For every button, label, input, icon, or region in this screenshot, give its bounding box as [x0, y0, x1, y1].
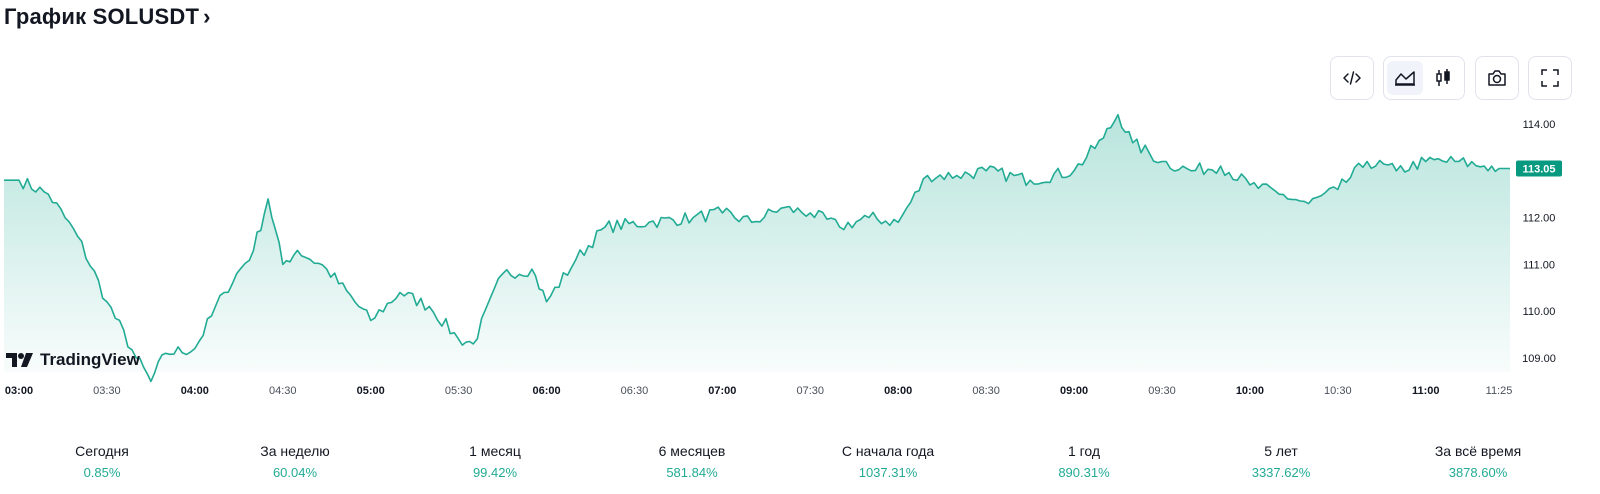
- period-change: 60.04%: [272, 465, 318, 480]
- x-axis-tick-label: 07:00: [708, 385, 736, 397]
- period-performance-bar: Сегодня 0.85% За неделю 60.04% 1 месяц 99.4…: [8, 428, 1600, 494]
- period-label: 6 месяцев: [658, 443, 726, 459]
- period-label: 1 год: [1067, 443, 1101, 459]
- x-axis-tick-label: 05:30: [445, 385, 473, 397]
- period-change: 1037.31%: [858, 465, 918, 480]
- period-6-months[interactable]: 6 месяцев 581.84%: [598, 428, 786, 488]
- tradingview-logo-text: TradingView: [40, 350, 140, 369]
- x-axis-tick-label: 06:00: [532, 385, 560, 397]
- fullscreen-icon: [1541, 69, 1559, 87]
- embed-code-button[interactable]: [1330, 56, 1374, 100]
- period-5-years[interactable]: 5 лет 3337.62%: [1187, 428, 1375, 488]
- y-axis-tick-label: 111.00: [1523, 259, 1555, 271]
- x-axis-tick-label: 11:00: [1412, 385, 1440, 397]
- x-axis-tick-label: 08:00: [884, 385, 912, 397]
- x-axis-tick-label: 10:00: [1236, 385, 1264, 397]
- x-axis-tick-label: 09:30: [1148, 385, 1176, 397]
- period-label: 5 лет: [1264, 443, 1298, 459]
- x-axis-tick-label: 07:30: [797, 385, 825, 397]
- last-price-badge: [1516, 160, 1562, 177]
- period-all-time[interactable]: За всё время 3878.60%: [1384, 428, 1572, 488]
- snapshot-button[interactable]: [1475, 56, 1519, 100]
- period-change: 3337.62%: [1251, 465, 1311, 480]
- last-price-label: 113.05: [1522, 163, 1555, 175]
- chart-type-switch: [1383, 56, 1465, 100]
- x-axis-tick-label: 06:30: [621, 385, 649, 397]
- price-area-fill: [4, 114, 1510, 382]
- period-week[interactable]: За неделю 60.04%: [201, 428, 389, 488]
- chevron-right-icon: ›: [203, 4, 211, 29]
- period-1-month[interactable]: 1 месяц 99.42%: [401, 428, 589, 488]
- period-label: За всё время: [1434, 443, 1522, 459]
- x-axis-tick-label: 09:00: [1060, 385, 1088, 397]
- y-axis-tick-label: 109.00: [1522, 353, 1556, 365]
- period-change: 0.85%: [83, 465, 121, 480]
- x-axis-tick-label: 05:00: [357, 385, 385, 397]
- x-axis-tick-label: 03:30: [93, 385, 121, 397]
- tradingview-logo-icon: [6, 353, 33, 367]
- candlestick-chart-button[interactable]: [1425, 61, 1461, 95]
- period-change: 890.31%: [1058, 465, 1110, 480]
- y-axis-tick-label: 114.00: [1523, 119, 1556, 131]
- chart-title: График SOLUSDT: [4, 4, 200, 29]
- camera-icon: [1488, 70, 1506, 86]
- x-axis-tick-label: 11:25: [1486, 385, 1513, 397]
- fullscreen-button[interactable]: [1528, 56, 1572, 100]
- price-chart[interactable]: 114.00 112.00 111.00 110.00 109.00 03:00 03:3…: [0, 110, 1600, 410]
- period-today[interactable]: Сегодня 0.85%: [8, 428, 196, 488]
- area-chart-button[interactable]: [1387, 61, 1423, 95]
- y-axis-tick-label: 110.00: [1523, 306, 1556, 318]
- price-line: [4, 113, 1510, 383]
- y-axis-tick-label: 112.00: [1523, 213, 1556, 225]
- period-label: С начала года: [841, 443, 935, 459]
- period-change: 581.84%: [666, 465, 718, 480]
- area-chart-icon: [1395, 71, 1415, 86]
- period-change: 99.42%: [472, 465, 518, 480]
- period-label: 1 месяц: [469, 443, 521, 459]
- embed-code-icon: [1343, 71, 1361, 85]
- period-label: За неделю: [260, 443, 330, 459]
- x-axis-tick-label: 10:30: [1324, 385, 1352, 397]
- x-axis-tick-label: 08:30: [972, 385, 1000, 397]
- x-axis-tick-label: 04:00: [181, 385, 209, 397]
- chart-title-link[interactable]: График SOLUSDT ›: [4, 4, 211, 30]
- chart-toolbar: [1330, 56, 1600, 100]
- candlestick-icon: [1436, 69, 1450, 86]
- tradingview-logo: TradingView: [6, 350, 140, 370]
- period-change: 3878.60%: [1448, 465, 1508, 480]
- period-1-year[interactable]: 1 год 890.31%: [990, 428, 1178, 488]
- x-axis-tick-label: 03:00: [5, 385, 33, 397]
- period-label: Сегодня: [75, 443, 129, 459]
- period-ytd[interactable]: С начала года 1037.31%: [794, 428, 982, 488]
- x-axis-tick-label: 04:30: [269, 385, 297, 397]
